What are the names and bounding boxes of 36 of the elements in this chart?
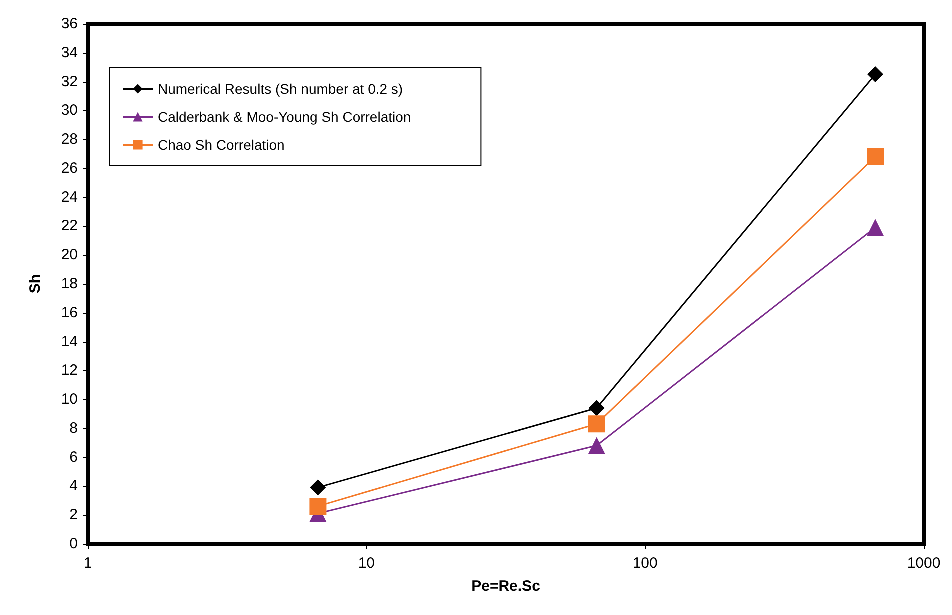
y-tick-label: 32 [61,73,78,90]
point [310,498,327,515]
y-tick-label: 14 [61,333,78,350]
y-tick-label: 0 [70,536,78,552]
point [310,480,326,496]
x-tick-label: 100 [632,555,658,572]
point [867,219,884,236]
y-tick-label: 4 [70,478,78,495]
y-tick-label: 12 [61,362,78,380]
y-tick-label: 30 [61,102,78,120]
x-tick-label: 10 [358,555,376,572]
y-tick-label: 10 [61,391,78,408]
legend-label: Numerical Results (Sh number at 0.2 s) [158,81,404,97]
y-tick-label: 8 [70,420,78,437]
y-tick-label: 24 [61,188,78,206]
y-tick-label: 16 [61,304,78,322]
x-tick-label: 1000 [907,555,941,572]
point [588,416,606,433]
point [867,148,884,166]
y-tick-label: 20 [61,246,78,264]
y-tick-label: 2 [70,506,78,524]
y-axis-title: Sh [27,274,44,294]
legend-label: Calderbank & Moo-Young Sh Correlation [158,109,412,125]
y-tick-label: 28 [61,131,78,148]
x-axis-title: Pe=Re.Sc [472,578,540,595]
y-tick-label: 6 [70,448,78,466]
y-tick-label: 22 [61,218,78,235]
x-tick-label: 1 [84,555,92,572]
y-tick-label: 36 [61,16,78,32]
point [588,437,606,454]
y-tick-label: 34 [61,44,78,62]
y-tick-label: 26 [61,160,78,177]
y-tick-label: 18 [61,276,78,292]
point [588,400,605,416]
point [868,66,884,83]
legend-label: Chao Sh Correlation [158,137,285,153]
